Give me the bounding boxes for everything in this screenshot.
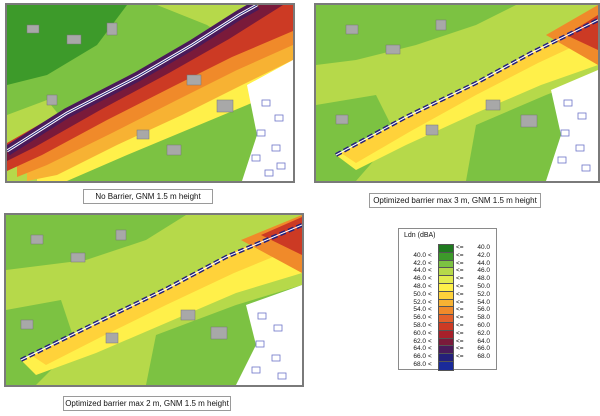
legend-title: Ldn (dBA) [404,232,436,239]
legend-row-op1: < [428,345,432,353]
legend-row-to: 48.0 [477,275,490,283]
noise-level-legend: Ldn (dBA) <= 40.0 40.0 < <= 42.0 42.0 < <= 44.0 44… [398,228,497,371]
legend-row-op2: <= [456,298,464,306]
map-panel-barrier-2m [4,213,304,387]
legend-row-from: 52.0 [413,298,426,306]
legend-row-op1: < [428,283,432,290]
legend-row-to: 62.0 [477,329,490,337]
map-panel-barrier-3m [314,3,600,183]
legend-row-from: 64.0 [413,345,426,353]
legend-row-op1: < [428,353,432,361]
legend-row-op2: <= [456,353,464,361]
legend-row-op1: < [428,314,432,322]
noise-map-barrier-2m [6,215,302,385]
legend-row-op1: < [428,329,432,337]
legend-row-op2: <= [456,345,464,353]
legend-row-op1: < [428,290,432,298]
legend-row-op1: < [428,251,432,259]
legend-row-from: 66.0 [413,353,426,361]
legend-row-op1: < [428,337,432,345]
legend-row-op1: < [428,275,432,283]
legend-row-from: 58.0 [413,322,426,329]
legend-row-op2: <= [456,337,464,345]
legend-row-op2: <= [456,322,464,329]
legend-row-op2: <= [456,329,464,337]
legend-row-op2: <= [456,314,464,322]
legend-row: 68.0 < [404,360,494,371]
legend-row-op2: <= [456,306,464,314]
legend-row-to: 68.0 [477,353,490,361]
legend-row-op2: <= [456,244,464,251]
legend-row-op2: <= [456,251,464,259]
caption-barrier-3m: Optimized barrier max 3 m, GNM 1.5 m hei… [369,193,541,208]
legend-row-to: 50.0 [477,283,490,290]
legend-row-from: 54.0 [413,306,426,314]
legend-row-to: 56.0 [477,306,490,314]
legend-row-to: 42.0 [477,251,490,259]
legend-row-op1: < [428,267,432,275]
noise-map-no-barrier [7,5,293,181]
legend-row-from: 50.0 [413,290,426,298]
legend-row-from: 60.0 [413,329,426,337]
legend-row-from: 42.0 [413,259,426,267]
caption-barrier-2m: Optimized barrier max 2 m, GNM 1.5 m hei… [63,396,231,411]
legend-row-to: 44.0 [477,259,490,267]
legend-row-to: 52.0 [477,290,490,298]
legend-color-swatch [438,361,454,371]
legend-row-from: 48.0 [413,283,426,290]
legend-row-from: 56.0 [413,314,426,322]
legend-row-op1: < [428,298,432,306]
legend-row-op2: <= [456,275,464,283]
legend-row-to: 58.0 [477,314,490,322]
legend-row-to: 40.0 [477,244,490,251]
legend-row-op1: < [428,361,432,368]
legend-row-from: 40.0 [413,251,426,259]
legend-row-from: 44.0 [413,267,426,275]
legend-row-from: 68.0 [413,361,426,368]
legend-row-op1: < [428,322,432,329]
map-panel-no-barrier [5,3,295,183]
legend-row-to: 54.0 [477,298,490,306]
legend-row-to: 46.0 [477,267,490,275]
legend-row-op2: <= [456,290,464,298]
legend-row-from: 62.0 [413,337,426,345]
legend-row-op2: <= [456,283,464,290]
noise-map-barrier-3m [316,5,598,181]
legend-row-to: 66.0 [477,345,490,353]
legend-row-op1: < [428,259,432,267]
caption-no-barrier: No Barrier, GNM 1.5 m height [83,189,213,204]
legend-row-to: 64.0 [477,337,490,345]
legend-row-op2: <= [456,259,464,267]
legend-row-op2: <= [456,267,464,275]
legend-row-from: 46.0 [413,275,426,283]
legend-row-op1: < [428,306,432,314]
legend-row-to: 60.0 [477,322,490,329]
